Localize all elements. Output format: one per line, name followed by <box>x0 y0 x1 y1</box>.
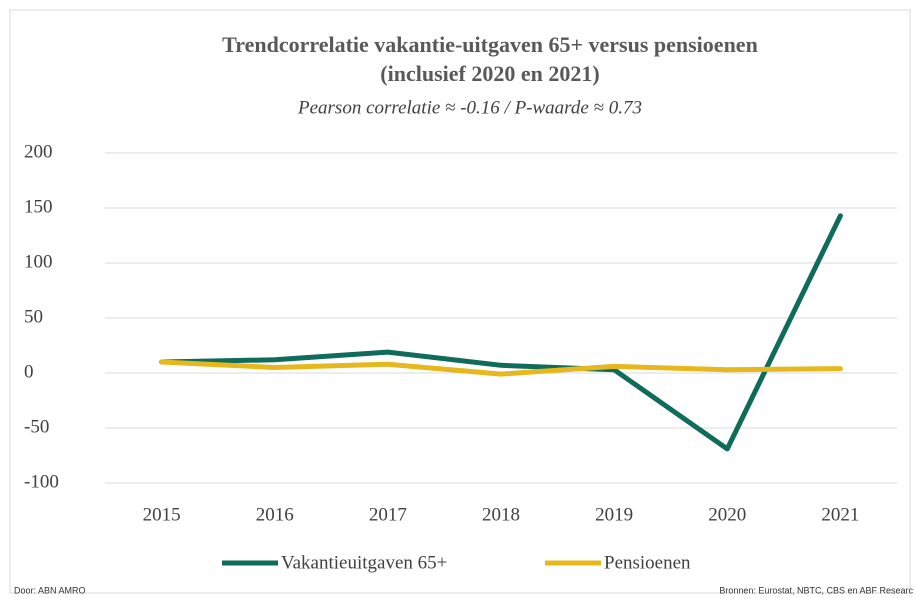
x-tick-label: 2016 <box>256 504 294 525</box>
series-line <box>159 213 843 452</box>
y-tick-label: -100 <box>24 471 59 492</box>
y-tick-label: 150 <box>24 196 53 217</box>
y-tick-label: 0 <box>24 361 34 382</box>
x-tick-label: 2017 <box>369 504 407 525</box>
x-tick-label: 2015 <box>143 504 181 525</box>
x-tick-label: 2021 <box>821 504 859 525</box>
y-tick-label: 50 <box>24 306 43 327</box>
y-tick-label: 100 <box>24 251 53 272</box>
x-tick-label: 2018 <box>482 504 520 525</box>
chart-title: (inclusief 2020 en 2021) <box>380 61 599 86</box>
chart-border <box>9 9 911 594</box>
x-tick-label: 2020 <box>708 504 746 525</box>
series-line <box>159 359 843 377</box>
y-tick-label: -50 <box>24 416 49 437</box>
legend-label: Pensioenen <box>604 552 691 573</box>
x-tick-label: 2019 <box>595 504 633 525</box>
y-tick-label: 200 <box>24 141 53 162</box>
legend-label: Vakantieuitgaven 65+ <box>281 552 447 573</box>
chart-subtitle: Pearson correlatie ≈ -0.16 / P-waarde ≈ … <box>297 97 642 118</box>
source-left: Door: ABN AMRO <box>14 585 86 595</box>
source-right: Bronnen: Eurostat, NBTC, CBS en ABF Rese… <box>719 585 913 595</box>
chart-title: Trendcorrelatie vakantie-uitgaven 65+ ve… <box>222 32 758 57</box>
